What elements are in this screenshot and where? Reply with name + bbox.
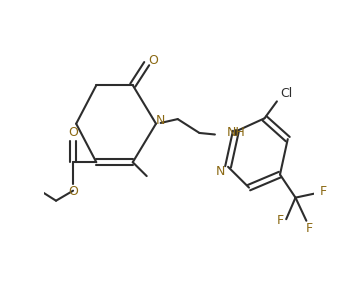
Text: NH: NH: [227, 127, 245, 139]
Text: F: F: [320, 185, 327, 198]
Text: F: F: [276, 214, 283, 227]
Text: Cl: Cl: [280, 87, 292, 100]
Text: O: O: [68, 127, 78, 139]
Text: F: F: [306, 222, 313, 235]
Text: O: O: [148, 54, 158, 67]
Text: N: N: [156, 114, 165, 127]
Text: N: N: [216, 165, 225, 178]
Text: O: O: [68, 185, 78, 198]
